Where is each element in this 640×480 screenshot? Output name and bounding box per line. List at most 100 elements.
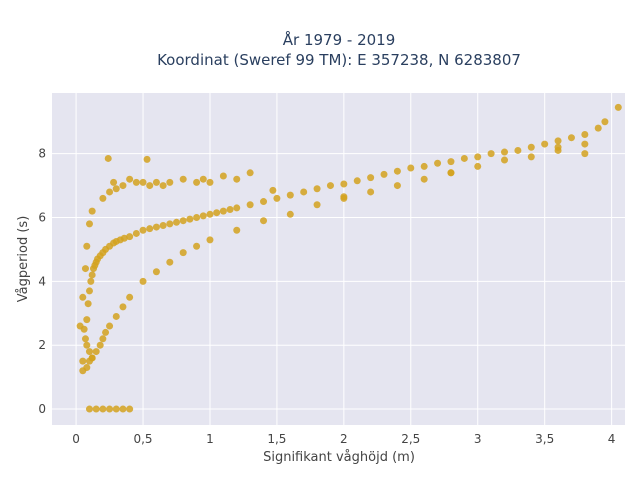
scatter-point	[487, 150, 495, 158]
scatter-point	[601, 118, 609, 126]
scatter-point	[581, 150, 589, 158]
scatter-point	[393, 167, 401, 175]
x-tick-label: 0,5	[133, 432, 152, 446]
scatter-point	[367, 174, 375, 182]
scatter-point	[246, 201, 254, 209]
chart-subtitle: Koordinat (Sweref 99 TM): E 357238, N 62…	[157, 51, 521, 69]
scatter-point	[434, 159, 442, 167]
scatter-point	[226, 206, 234, 214]
scatter-point	[83, 364, 91, 372]
scatter-point	[120, 234, 128, 242]
scatter-point	[79, 293, 87, 301]
scatter-point	[199, 175, 207, 183]
scatter-point	[233, 204, 241, 212]
scatter-point	[326, 182, 334, 190]
scatter-point	[85, 405, 93, 413]
scatter-point	[119, 405, 127, 413]
scatter-point	[474, 162, 482, 170]
scatter-point	[88, 207, 96, 215]
scatter-point	[501, 148, 509, 156]
scatter-point	[340, 180, 348, 188]
scatter-point	[143, 155, 151, 163]
scatter-point	[286, 210, 294, 218]
scatter-point	[199, 212, 207, 220]
scatter-point	[233, 226, 241, 234]
y-tick-label: 0	[38, 402, 46, 416]
scatter-point	[527, 153, 535, 161]
scatter-point	[269, 186, 277, 194]
scatter-point	[447, 158, 455, 166]
scatter-point	[132, 178, 140, 186]
scatter-point	[206, 236, 214, 244]
scatter-point	[213, 209, 221, 217]
scatter-point	[106, 405, 114, 413]
scatter-point	[233, 175, 241, 183]
scatter-point	[92, 348, 100, 356]
scatter-point	[219, 172, 227, 180]
scatter-point	[88, 271, 96, 279]
scatter-point	[85, 287, 93, 295]
scatter-point	[81, 335, 89, 343]
scatter-point	[126, 233, 134, 241]
scatter-point	[106, 188, 114, 196]
x-tick-label: 1,5	[267, 432, 286, 446]
x-tick-label: 3	[474, 432, 482, 446]
scatter-point	[474, 153, 482, 161]
scatter-point	[81, 265, 89, 273]
scatter-point	[554, 137, 562, 145]
scatter-point	[206, 178, 214, 186]
scatter-point	[88, 354, 96, 362]
scatter-point	[159, 221, 167, 229]
scatter-point	[104, 154, 112, 162]
x-tick-labels: 0 0,5 1 1,5 2 2,5 3 3,5 4	[72, 432, 615, 446]
scatter-point	[85, 220, 93, 228]
scatter-point	[407, 164, 415, 172]
scatter-point	[179, 249, 187, 257]
scatter-point	[152, 268, 160, 276]
scatter-point	[84, 300, 92, 308]
scatter-point	[380, 170, 388, 178]
x-tick-label: 0	[72, 432, 80, 446]
scatter-point	[92, 405, 100, 413]
scatter-point	[99, 335, 107, 343]
chart-title: År 1979 - 2019	[283, 30, 396, 49]
scatter-point	[119, 182, 127, 190]
y-tick-labels: 0 2 4 6 8	[38, 147, 46, 416]
scatter-point	[126, 293, 134, 301]
scatter-point	[85, 348, 93, 356]
scatter-point	[541, 140, 549, 148]
scatter-point	[102, 328, 110, 336]
scatter-point	[139, 226, 147, 234]
scatter-point	[112, 312, 120, 320]
scatter-point	[460, 154, 468, 162]
scatter-point	[340, 193, 348, 201]
scatter-point	[96, 341, 104, 349]
scatter-point	[501, 156, 509, 164]
scatter-point	[614, 103, 622, 111]
scatter-point	[87, 277, 95, 285]
scatter-point	[173, 218, 181, 226]
scatter-point	[514, 146, 522, 154]
scatter-point	[83, 341, 91, 349]
x-axis-title: Signifikant våghöjd (m)	[263, 450, 415, 465]
plot-area	[52, 93, 625, 425]
scatter-point	[106, 322, 114, 330]
scatter-point	[193, 214, 201, 221]
y-tick-label: 6	[38, 211, 46, 225]
y-tick-label: 8	[38, 147, 46, 161]
scatter-point	[126, 175, 134, 183]
scatter-point	[119, 303, 127, 311]
scatter-point	[99, 405, 107, 413]
scatter-point	[112, 405, 120, 413]
scatter-point	[79, 357, 87, 365]
x-tick-label: 2	[340, 432, 348, 446]
scatter-point	[193, 178, 201, 186]
scatter-point	[313, 185, 321, 193]
scatter-point	[83, 316, 91, 324]
scatter-point	[166, 178, 174, 186]
x-tick-label: 3,5	[535, 432, 554, 446]
scatter-point	[139, 277, 147, 285]
scatter-point	[300, 188, 308, 196]
